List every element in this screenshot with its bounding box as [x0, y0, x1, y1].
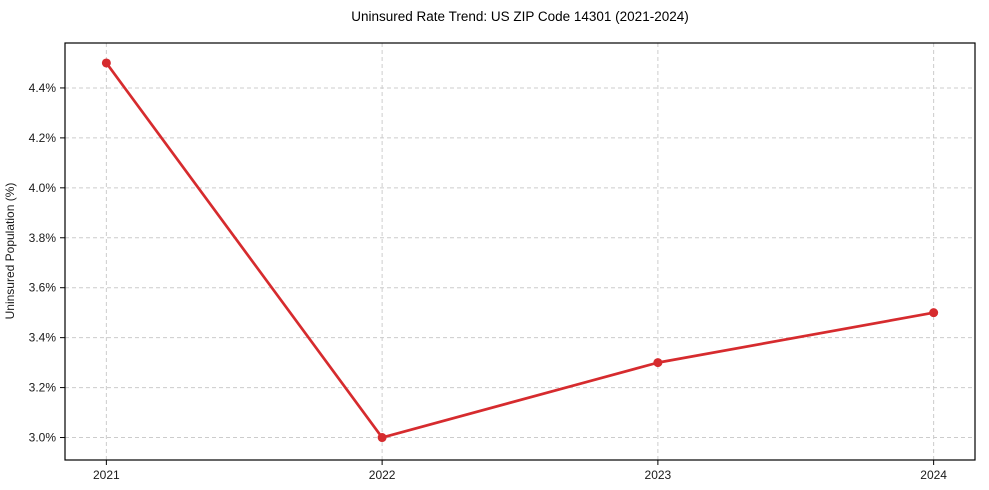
x-tick-label: 2024	[920, 468, 947, 482]
y-tick-label: 4.4%	[29, 81, 57, 95]
chart-title: Uninsured Rate Trend: US ZIP Code 14301 …	[351, 9, 688, 24]
trend-line	[105, 61, 935, 439]
y-tick-label: 3.2%	[29, 381, 57, 395]
y-tick-label: 3.0%	[29, 431, 57, 445]
y-tick-label: 3.6%	[29, 281, 57, 295]
axes-layer	[60, 42, 976, 465]
data-point-2024	[929, 308, 939, 318]
x-tick-label: 2022	[369, 468, 396, 482]
x-tick-label: 2021	[93, 468, 120, 482]
tick-label-layer: 3.0% 3.2% 3.4% 3.6% 3.8% 4.0% 4.2% 4.4% 2021 2022…	[29, 81, 948, 482]
x-tick-label: 2023	[645, 468, 672, 482]
y-axis-label: Uninsured Population (%)	[3, 183, 17, 320]
y-tick-label: 4.2%	[29, 131, 57, 145]
y-tick-label: 3.8%	[29, 231, 57, 245]
series-layer	[101, 58, 939, 443]
grid-layer	[65, 43, 975, 460]
data-point-2023	[653, 358, 663, 368]
data-point-2022	[377, 433, 387, 443]
y-tick-label: 4.0%	[29, 181, 57, 195]
y-tick-label: 3.4%	[29, 331, 57, 345]
data-point-2021	[101, 58, 111, 68]
plot-border	[64, 42, 976, 461]
